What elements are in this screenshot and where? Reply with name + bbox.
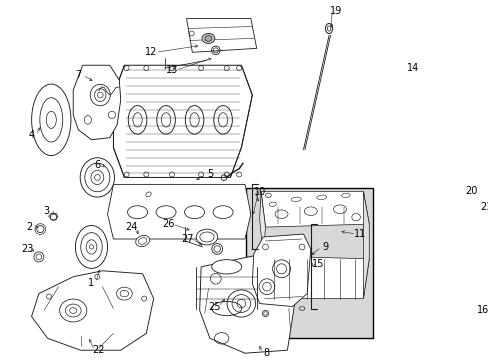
- Ellipse shape: [75, 225, 107, 269]
- Text: 19: 19: [329, 6, 342, 15]
- Text: 24: 24: [125, 222, 138, 232]
- Polygon shape: [73, 65, 121, 140]
- Text: 25: 25: [207, 302, 220, 311]
- Text: 13: 13: [165, 65, 178, 75]
- Ellipse shape: [136, 235, 149, 247]
- Polygon shape: [107, 184, 250, 239]
- Text: 11: 11: [354, 229, 366, 239]
- Text: 4: 4: [28, 130, 35, 140]
- Polygon shape: [186, 19, 256, 52]
- Text: 10: 10: [253, 187, 265, 197]
- Ellipse shape: [211, 260, 241, 274]
- Text: 23: 23: [21, 244, 33, 254]
- Text: 26: 26: [162, 219, 174, 229]
- Text: 6: 6: [94, 159, 100, 170]
- Polygon shape: [259, 192, 265, 256]
- Text: 21: 21: [479, 202, 488, 212]
- Text: 20: 20: [465, 186, 477, 196]
- Text: 14: 14: [406, 63, 418, 73]
- Bar: [246, 188, 373, 338]
- Text: 27: 27: [182, 234, 194, 244]
- Polygon shape: [199, 254, 294, 353]
- Text: 16: 16: [475, 306, 488, 315]
- Text: 3: 3: [43, 206, 49, 216]
- Polygon shape: [113, 65, 252, 177]
- Text: 5: 5: [206, 170, 213, 180]
- Ellipse shape: [32, 84, 71, 156]
- Text: 15: 15: [311, 259, 324, 269]
- Polygon shape: [261, 192, 368, 227]
- Polygon shape: [363, 192, 368, 298]
- Polygon shape: [252, 234, 310, 306]
- Ellipse shape: [196, 229, 217, 245]
- Text: 22: 22: [92, 345, 105, 355]
- Text: 9: 9: [322, 242, 328, 252]
- Text: 7: 7: [75, 70, 81, 80]
- Text: 12: 12: [145, 47, 157, 57]
- Ellipse shape: [211, 301, 241, 316]
- Polygon shape: [32, 271, 153, 350]
- Text: 1: 1: [88, 278, 94, 288]
- Ellipse shape: [80, 158, 114, 197]
- Polygon shape: [259, 256, 368, 298]
- Ellipse shape: [34, 252, 44, 262]
- Ellipse shape: [211, 244, 222, 254]
- Text: 2: 2: [26, 222, 32, 232]
- Ellipse shape: [204, 36, 212, 41]
- Text: 8: 8: [264, 348, 269, 358]
- Ellipse shape: [202, 33, 214, 44]
